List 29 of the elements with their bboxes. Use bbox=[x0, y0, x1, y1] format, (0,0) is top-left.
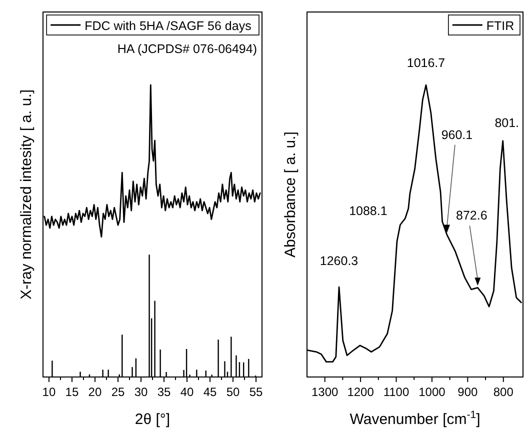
legend-label: FTIR bbox=[486, 19, 514, 33]
x-tick-label: 900 bbox=[458, 385, 478, 399]
text: HA (JCPDS# 076-06494) bbox=[117, 42, 257, 56]
annotation: 960.1 bbox=[441, 128, 473, 142]
x-tick-label: 55 bbox=[249, 385, 264, 399]
x-tick-label: 1000 bbox=[418, 385, 446, 399]
annotation: 1088.1 bbox=[349, 204, 388, 218]
x-tick-label: 10 bbox=[42, 385, 56, 399]
annotation: 1260.3 bbox=[320, 254, 358, 268]
x-axis-title: 2θ [°] bbox=[134, 411, 170, 428]
x-tick-label: 25 bbox=[111, 385, 125, 399]
annotation: 872.6 bbox=[456, 208, 488, 223]
x-tick-label: 45 bbox=[203, 385, 218, 399]
x-axis-title: Wavenumber [cm$^{-1}$] bbox=[350, 409, 480, 428]
y-axis-title: X-ray normalized intesity [ a. u.] bbox=[18, 89, 35, 300]
x-tick-label: 30 bbox=[134, 385, 148, 399]
x-tick-label: 1200 bbox=[347, 385, 374, 399]
x-tick-label: 50 bbox=[226, 385, 240, 399]
x-tick-label: 1100 bbox=[383, 385, 410, 399]
x-tick-label: 1300 bbox=[312, 385, 339, 399]
legend-label: FDC with 5HA /SAGF 56 days bbox=[84, 19, 252, 33]
y-axis-title: Absorbance [ a. u.] bbox=[282, 132, 299, 258]
x-tick-label: 40 bbox=[180, 385, 194, 399]
annotation: 801. bbox=[494, 116, 520, 130]
x-tick-label: 800 bbox=[493, 385, 514, 399]
x-tick-label: 20 bbox=[88, 385, 102, 399]
annotation: 1016.7 bbox=[406, 56, 446, 70]
x-tick-label: 35 bbox=[157, 385, 171, 399]
x-tick-label: 15 bbox=[65, 385, 79, 399]
